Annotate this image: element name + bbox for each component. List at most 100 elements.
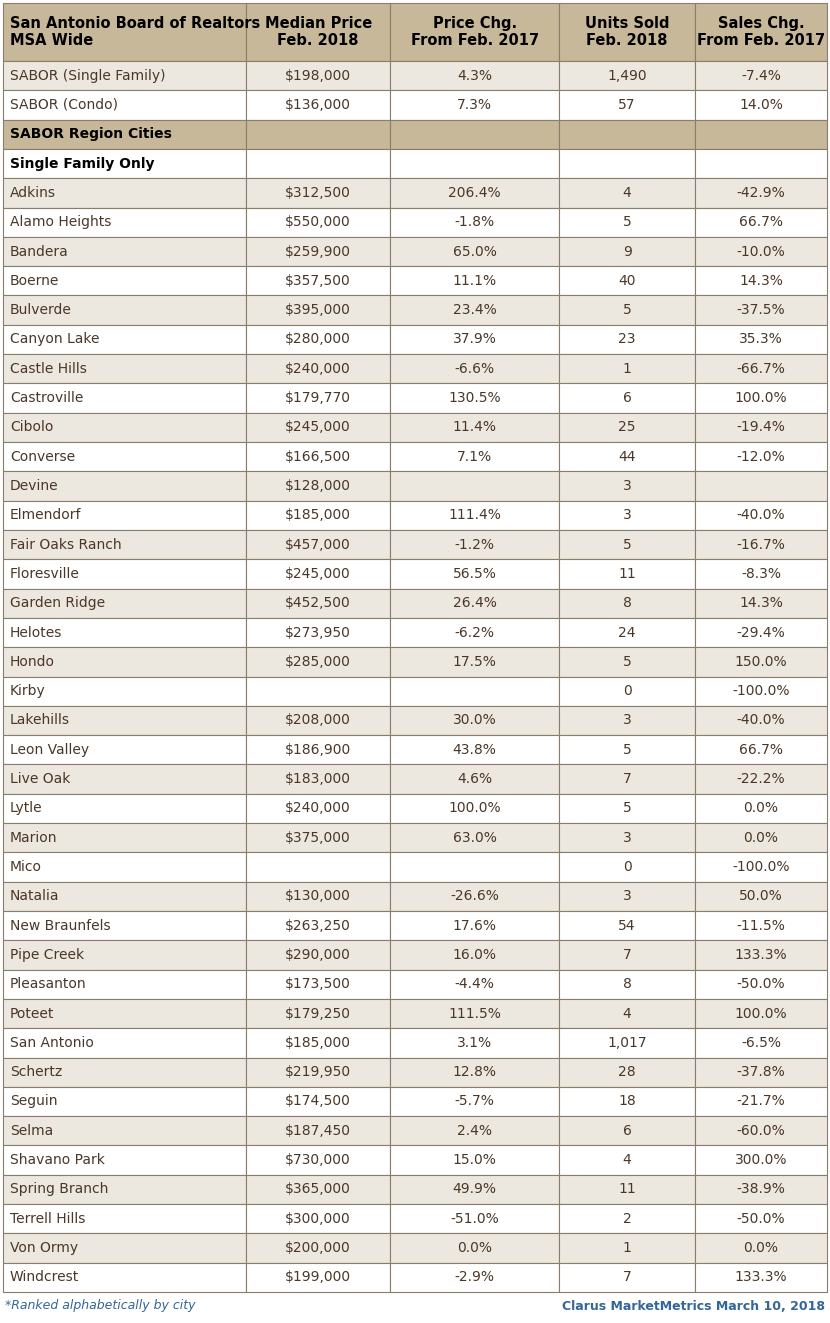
Text: 3.1%: 3.1% bbox=[457, 1036, 492, 1050]
Text: $300,000: $300,000 bbox=[286, 1212, 351, 1225]
Bar bbox=[246, 471, 390, 500]
Bar bbox=[696, 1175, 827, 1204]
Bar bbox=[390, 1233, 559, 1262]
Text: -37.5%: -37.5% bbox=[737, 303, 785, 318]
Text: -11.5%: -11.5% bbox=[737, 918, 785, 933]
Bar bbox=[3, 823, 246, 852]
Bar bbox=[3, 560, 246, 589]
Text: 7: 7 bbox=[622, 1270, 632, 1285]
Bar bbox=[390, 1057, 559, 1086]
Bar bbox=[696, 647, 827, 676]
Bar bbox=[696, 413, 827, 442]
Bar bbox=[3, 237, 246, 266]
Bar bbox=[390, 355, 559, 384]
Text: 35.3%: 35.3% bbox=[740, 332, 783, 347]
Bar bbox=[696, 794, 827, 823]
Text: -6.5%: -6.5% bbox=[741, 1036, 781, 1050]
Bar bbox=[3, 413, 246, 442]
Text: 4.6%: 4.6% bbox=[457, 773, 492, 786]
Bar bbox=[390, 970, 559, 999]
Text: 49.9%: 49.9% bbox=[452, 1183, 496, 1196]
Bar bbox=[246, 1028, 390, 1057]
Bar bbox=[696, 119, 827, 149]
Bar bbox=[246, 90, 390, 119]
Bar bbox=[246, 941, 390, 970]
Text: 23.4%: 23.4% bbox=[453, 303, 496, 318]
Bar bbox=[559, 442, 696, 471]
Text: Schertz: Schertz bbox=[10, 1065, 62, 1080]
Bar bbox=[559, 295, 696, 324]
Text: 11: 11 bbox=[618, 1183, 636, 1196]
Text: 26.4%: 26.4% bbox=[453, 597, 496, 610]
Text: 0: 0 bbox=[622, 860, 632, 875]
Bar bbox=[696, 531, 827, 560]
Text: Pipe Creek: Pipe Creek bbox=[10, 949, 84, 962]
Text: $128,000: $128,000 bbox=[286, 479, 351, 493]
Text: $365,000: $365,000 bbox=[286, 1183, 351, 1196]
Bar bbox=[246, 531, 390, 560]
Text: -51.0%: -51.0% bbox=[451, 1212, 499, 1225]
Bar bbox=[3, 618, 246, 647]
Text: SABOR Region Cities: SABOR Region Cities bbox=[10, 127, 172, 142]
Bar bbox=[559, 765, 696, 794]
Text: 0.0%: 0.0% bbox=[457, 1241, 492, 1256]
Text: 37.9%: 37.9% bbox=[453, 332, 496, 347]
Bar bbox=[246, 500, 390, 531]
Bar bbox=[696, 3, 827, 61]
Bar bbox=[696, 384, 827, 413]
Text: 11.4%: 11.4% bbox=[452, 421, 496, 434]
Text: $259,900: $259,900 bbox=[286, 245, 351, 258]
Bar bbox=[696, 852, 827, 881]
Bar bbox=[246, 1204, 390, 1233]
Bar bbox=[559, 1028, 696, 1057]
Bar bbox=[3, 676, 246, 705]
Text: 11: 11 bbox=[618, 568, 636, 581]
Text: 3: 3 bbox=[622, 713, 632, 728]
Bar bbox=[696, 61, 827, 90]
Text: 14.3%: 14.3% bbox=[740, 274, 783, 288]
Bar bbox=[696, 736, 827, 765]
Bar bbox=[696, 1117, 827, 1146]
Bar bbox=[390, 676, 559, 705]
Bar bbox=[246, 61, 390, 90]
Text: Bulverde: Bulverde bbox=[10, 303, 72, 318]
Text: $452,500: $452,500 bbox=[286, 597, 351, 610]
Bar bbox=[696, 90, 827, 119]
Bar bbox=[390, 589, 559, 618]
Bar bbox=[559, 500, 696, 531]
Text: 16.0%: 16.0% bbox=[452, 949, 496, 962]
Bar bbox=[390, 1262, 559, 1293]
Bar bbox=[246, 266, 390, 295]
Bar bbox=[246, 119, 390, 149]
Text: Natalia: Natalia bbox=[10, 889, 60, 904]
Bar bbox=[246, 413, 390, 442]
Bar bbox=[246, 765, 390, 794]
Text: -38.9%: -38.9% bbox=[737, 1183, 785, 1196]
Bar bbox=[3, 179, 246, 208]
Bar bbox=[246, 676, 390, 705]
Text: Units Sold
Feb. 2018: Units Sold Feb. 2018 bbox=[585, 16, 670, 48]
Text: 0.0%: 0.0% bbox=[744, 1241, 779, 1256]
Text: 17.5%: 17.5% bbox=[453, 655, 496, 669]
Text: Fair Oaks Ranch: Fair Oaks Ranch bbox=[10, 537, 122, 552]
Bar bbox=[3, 500, 246, 531]
Bar bbox=[3, 970, 246, 999]
Bar bbox=[696, 560, 827, 589]
Text: $187,450: $187,450 bbox=[286, 1123, 351, 1138]
Bar bbox=[3, 442, 246, 471]
Bar bbox=[246, 912, 390, 941]
Bar bbox=[3, 1117, 246, 1146]
Bar bbox=[696, 1262, 827, 1293]
Bar bbox=[3, 149, 246, 179]
Bar bbox=[696, 1204, 827, 1233]
Bar bbox=[559, 999, 696, 1028]
Bar bbox=[3, 266, 246, 295]
Text: 3: 3 bbox=[622, 831, 632, 844]
Bar bbox=[390, 237, 559, 266]
Bar bbox=[696, 208, 827, 237]
Bar bbox=[559, 1175, 696, 1204]
Bar bbox=[390, 881, 559, 912]
Text: Boerne: Boerne bbox=[10, 274, 60, 288]
Text: $208,000: $208,000 bbox=[286, 713, 351, 728]
Text: 2.4%: 2.4% bbox=[457, 1123, 492, 1138]
